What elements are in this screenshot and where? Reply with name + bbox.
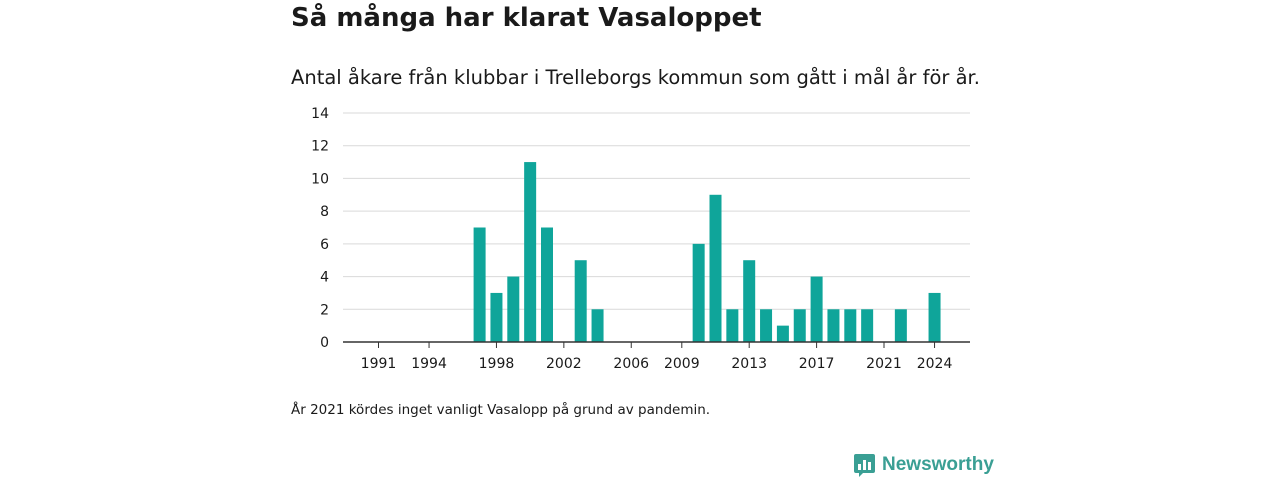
bar-2017: [810, 276, 823, 342]
bar-2012: [726, 309, 739, 342]
bar-2019: [844, 309, 857, 342]
x-tick-label: 1994: [411, 356, 447, 372]
footnote: År 2021 kördes inget vanligt Vasalopp på…: [291, 402, 711, 418]
chart-title: Så många har klarat Vasaloppet: [291, 3, 762, 33]
y-tick-label: 12: [311, 139, 329, 155]
x-tick-label: 2017: [799, 356, 835, 372]
gridlines: [343, 112, 970, 310]
y-tick-label: 4: [320, 270, 329, 286]
bar-2022: [894, 309, 907, 342]
bar-2024: [928, 292, 941, 342]
bar-2010: [692, 243, 705, 342]
brand-name: Newsworthy: [882, 454, 994, 475]
chart-subtitle: Antal åkare från klubbar i Trelleborgs k…: [291, 66, 980, 89]
bar-2020: [861, 309, 874, 342]
bar-1999: [507, 276, 520, 342]
bar-2004: [591, 309, 604, 342]
x-tick-label: 2006: [613, 356, 649, 372]
newsworthy-logo-icon: [854, 454, 875, 477]
x-tick-label: 1991: [361, 356, 397, 372]
bar-2015: [776, 325, 789, 342]
bar-2014: [760, 309, 773, 342]
bar-2001: [541, 227, 553, 342]
y-tick-label: 14: [311, 106, 329, 122]
bar-2018: [827, 309, 840, 342]
bars: [473, 162, 941, 342]
y-axis-ticks: 0 2 4 6 8 10 12 14: [311, 106, 329, 351]
bar-2003: [574, 260, 587, 342]
x-tick-label: 2002: [546, 356, 582, 372]
y-tick-label: 2: [320, 302, 329, 318]
bar-2011: [709, 194, 722, 342]
bar-2016: [793, 309, 806, 342]
x-tick-label: 2021: [866, 356, 902, 372]
x-tick-label: 2013: [731, 356, 767, 372]
newsworthy-brand: Newsworthy: [853, 452, 994, 478]
bar-1997: [473, 227, 486, 342]
y-tick-label: 10: [311, 171, 329, 187]
y-tick-label: 6: [320, 237, 329, 253]
x-tick-label: 2009: [664, 356, 700, 372]
y-tick-label: 0: [320, 335, 329, 351]
x-axis-ticks: 1991 1994 1998 2002 2006 2009 2013 2017 2021 2024: [361, 342, 953, 372]
bar-1998: [490, 292, 503, 342]
x-tick-label: 1998: [479, 356, 515, 372]
x-tick-label: 2024: [917, 356, 953, 372]
bar-2000: [524, 162, 537, 342]
y-tick-label: 8: [320, 204, 329, 220]
bar-2013: [743, 260, 756, 342]
